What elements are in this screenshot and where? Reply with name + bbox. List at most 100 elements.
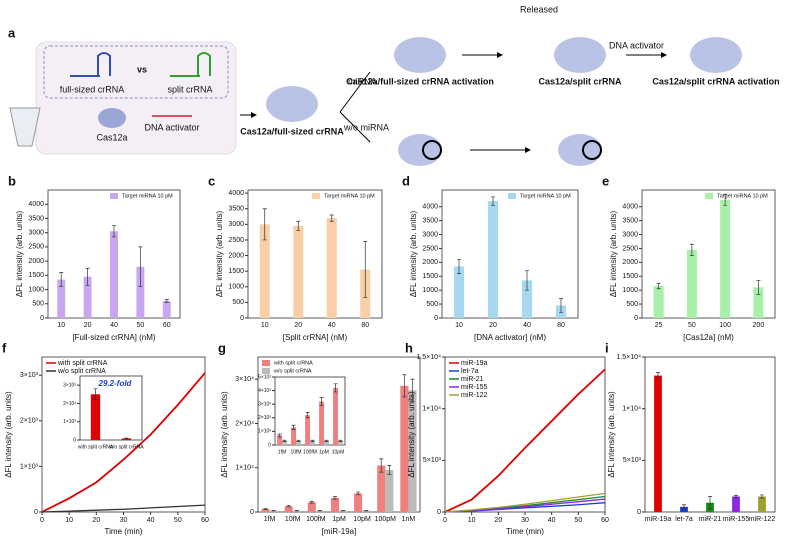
x-tick-label: 100 [719,322,731,329]
x-tick-label: 10fM [285,516,301,523]
x-tick-label: 60 [201,517,209,524]
x-tick-label: 1pM [332,516,346,523]
x-tick-label: 0 [40,517,44,524]
plot-frame [645,357,775,512]
complex-icon [266,86,318,122]
x-tick-label: 20 [489,322,497,329]
label: Cas12a/split crRNA activation [652,76,779,86]
x-tick-label: 10 [261,322,269,329]
y-tick-label: 2000 [622,259,638,266]
x-tick-label: 10pM [332,449,345,455]
y-tick-label: 2×10³ [258,415,271,421]
bar [687,250,697,318]
legend-label: Target miRNA 10 pM [324,193,375,199]
y-axis-label: ΔFL intensity (arb. units) [15,210,24,297]
bar [354,493,362,512]
y-tick-label: 0 [437,509,441,516]
y-tick-label: 2×10³ [20,418,39,425]
y-tick-label: 1×10³ [20,463,39,470]
y-tick-label: 4000 [228,190,244,197]
y-tick-label: 500 [426,301,438,308]
legend-swatch [262,368,270,374]
y-tick-label: 3×10³ [20,372,39,379]
bar [110,231,118,318]
label: DNA activator [609,40,664,50]
x-tick-label: 1fM [264,516,276,523]
y-tick-label: 0 [434,315,438,322]
x-axis-label: [Split crRNA] (nM) [283,333,348,342]
label: w/o miRNA [343,122,389,132]
x-tick-label: 50 [688,322,696,329]
x-tick-label: 1pM [319,449,329,455]
x-tick-label: 80 [557,322,565,329]
legend-label: Target miRNA 10 pM [717,193,768,199]
legend-swatch [508,193,516,199]
activated-icon [690,37,742,73]
x-tick-label: miR-21 [699,516,722,523]
x-tick-label: 200 [753,322,765,329]
y-tick-label: 2500 [28,244,44,251]
x-tick-label: 10pM [353,516,371,523]
legend-label: with split crRNA [273,360,313,366]
bar [720,200,730,318]
y-tick-label: 5×10³ [623,457,642,464]
y-tick-label: 1000 [622,287,638,294]
x-tick-label: 10 [65,517,73,524]
x-axis-label: [DNA activator] (nM) [474,333,546,342]
y-tick-label: 3000 [622,231,638,238]
y-tick-label: 0 [34,509,38,516]
x-tick-label: 1fM [278,449,286,455]
bar [305,415,310,445]
y-axis-label: ΔFL intensity (arb. units) [607,391,616,478]
bar [385,470,393,512]
y-tick-label: 0 [250,509,254,516]
y-tick-label: 0 [40,315,44,322]
y-axis-label: ΔFL intensity (arb. units) [215,210,224,297]
y-tick-label: 5×10³ [423,457,442,464]
y-axis-label: ΔFL intensity (arb. units) [409,210,418,297]
y-tick-label: 1×10³ [63,419,76,425]
y-tick-label: 0 [268,442,271,448]
y-tick-label: 5×10³ [258,374,271,380]
y-tick-label: 3×10⁴ [235,376,254,383]
legend-label: miR-155 [461,384,488,391]
label: Cas12a [96,132,127,142]
label: Cas12a/full-sized crRNA [240,126,344,136]
legend-label: Target miRNA 10 pM [520,193,571,199]
cas12a-icon [98,108,126,128]
y-tick-label: 1×10⁴ [422,406,441,413]
legend-label: miR-122 [461,392,488,399]
y-tick-label: 3000 [228,221,244,228]
y-tick-label: 1.5×10⁴ [416,354,441,361]
bar [488,201,498,318]
x-tick-label: with split crRNA [78,444,114,450]
y-axis-label: ΔFL intensity (arb. units) [609,210,618,297]
x-tick-label: 100pM [375,516,397,523]
y-axis-label: ΔFL intensity (arb. units) [220,391,229,478]
y-tick-label: 3×10³ [258,402,271,408]
x-tick-label: 10 [455,322,463,329]
y-tick-label: 0 [73,437,76,443]
y-tick-label: 4000 [622,204,638,211]
annotation: 29.2-fold [98,379,133,388]
panel-label: h [405,340,413,355]
y-tick-label: 1×10⁴ [622,406,641,413]
label: Released [520,4,558,14]
x-tick-label: 0 [443,517,447,524]
x-tick-label: 40 [548,517,556,524]
legend-swatch [705,193,713,199]
y-tick-label: 2000 [422,259,438,266]
x-axis-label: Time (min) [506,527,544,536]
x-tick-label: 80 [361,322,369,329]
x-tick-label: 40 [110,322,118,329]
y-tick-label: 3500 [422,217,438,224]
panel-label: i [605,340,609,355]
y-tick-label: 4×10³ [258,388,271,394]
x-tick-label: 10 [57,322,65,329]
x-tick-label: miR-19a [645,516,672,523]
x-tick-label: 40 [147,517,155,524]
y-tick-label: 0 [637,509,641,516]
y-tick-label: 1500 [422,273,438,280]
complex-icon [394,37,446,73]
x-tick-label: 50 [574,517,582,524]
